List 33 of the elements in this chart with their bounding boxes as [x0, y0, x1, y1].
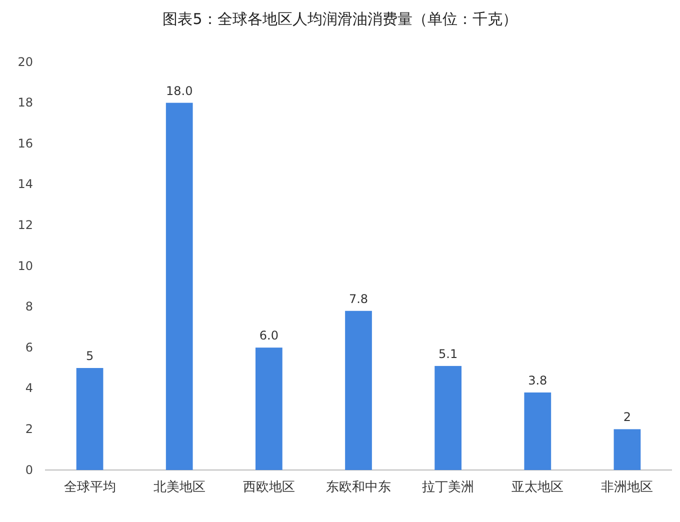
y-tick-label: 4 — [25, 381, 33, 396]
data-label: 5 — [86, 349, 94, 363]
bar — [614, 429, 641, 470]
bar — [345, 310, 372, 470]
y-tick-label: 14 — [18, 177, 33, 192]
x-tick-label: 西欧地区 — [242, 480, 295, 496]
y-tick-label: 8 — [25, 300, 33, 314]
x-tick-label: 亚太地区 — [512, 480, 564, 496]
y-tick-label: 2 — [25, 422, 33, 436]
y-tick-label: 10 — [18, 258, 33, 273]
data-label: 3.8 — [528, 373, 548, 388]
y-tick-label: 20 — [18, 54, 33, 69]
x-tick-label: 东欧和中东 — [326, 480, 391, 496]
y-tick-label: 6 — [25, 340, 33, 354]
data-label: 18.0 — [166, 84, 193, 98]
x-tick-label: 全球平均 — [64, 480, 116, 496]
x-tick-label: 非洲地区 — [601, 480, 654, 496]
bar — [76, 368, 104, 470]
data-label: 5.1 — [438, 346, 458, 361]
bar — [524, 392, 552, 470]
data-label: 2 — [623, 410, 632, 424]
data-label: 6.0 — [259, 328, 278, 343]
chart-title: 图表5：全球各地区人均润滑油消费量（单位：千克） — [162, 10, 518, 28]
x-tick-label: 拉丁美洲 — [422, 479, 474, 496]
y-tick-label: 0 — [25, 462, 33, 477]
y-tick-label: 12 — [18, 218, 33, 232]
x-tick-label: 北美地区 — [153, 479, 206, 496]
y-tick-label: 16 — [18, 136, 33, 150]
data-label: 7.8 — [348, 292, 368, 306]
y-tick-label: 18 — [18, 96, 33, 110]
bar — [434, 366, 462, 470]
bar — [255, 348, 282, 470]
bar — [166, 102, 193, 470]
